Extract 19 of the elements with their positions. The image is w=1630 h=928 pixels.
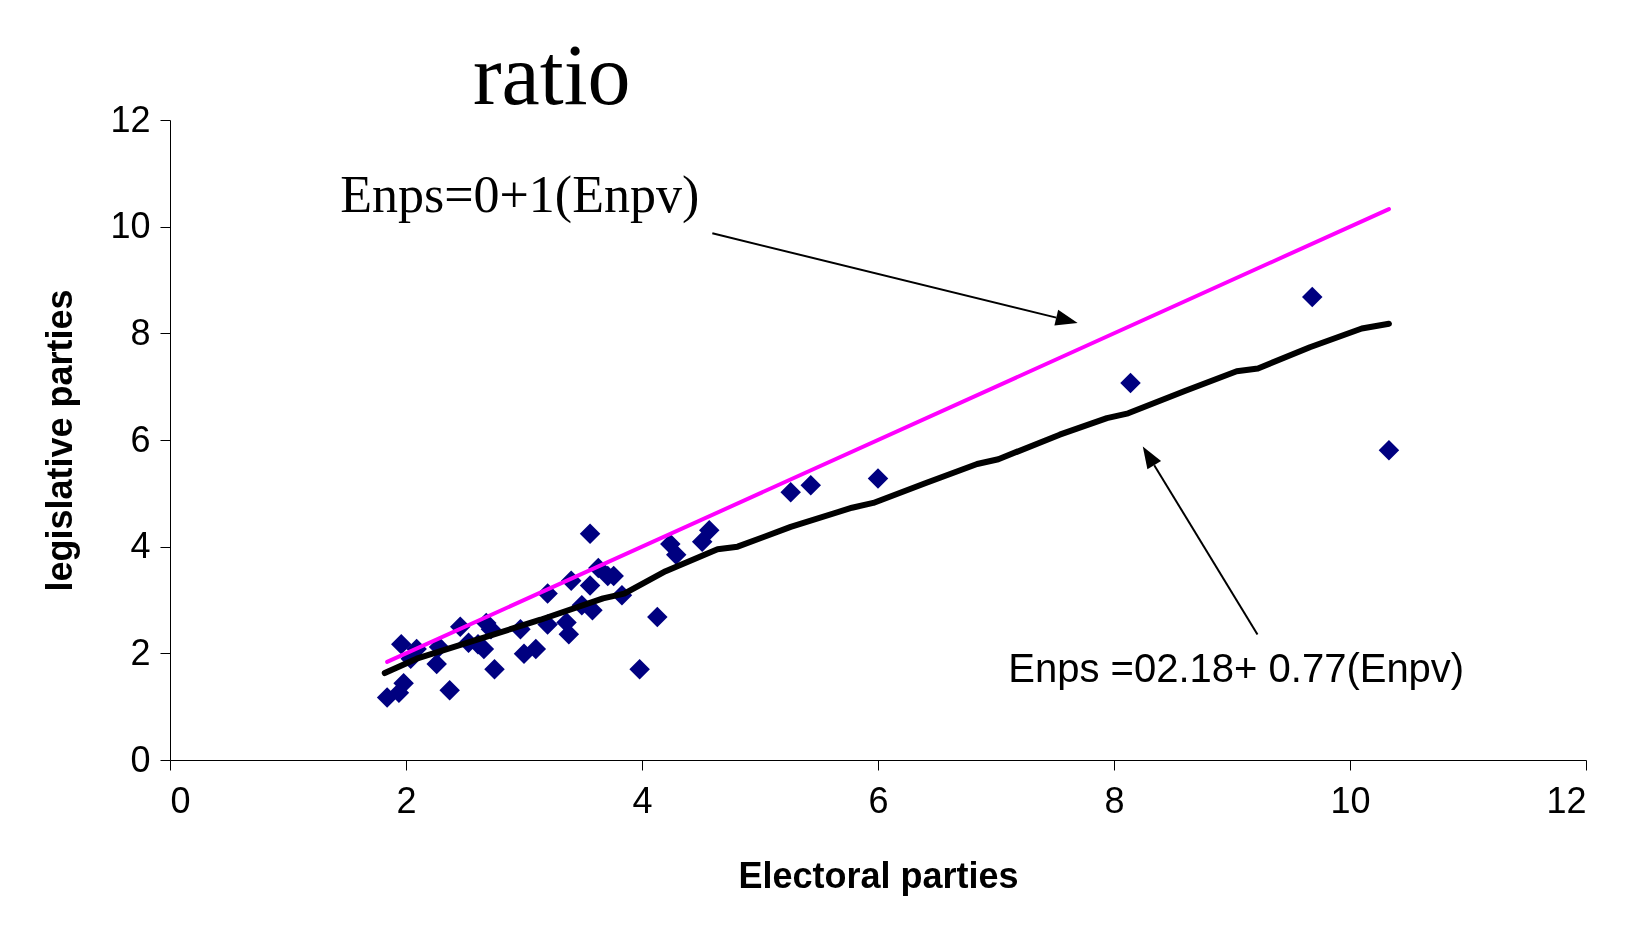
- x-tick-label: 2: [396, 779, 417, 821]
- y-tick-label: 4: [130, 525, 151, 567]
- x-tick-label: 8: [1104, 779, 1125, 821]
- x-tick-label: 4: [632, 779, 653, 821]
- x-tick-label: 10: [1330, 779, 1371, 821]
- x-tick-label: 0: [170, 779, 191, 821]
- y-tick-label: 2: [130, 631, 151, 673]
- x-axis-title: Electoral parties: [738, 854, 1019, 896]
- y-tick-label: 8: [130, 311, 151, 353]
- x-tick-label: 6: [868, 779, 889, 821]
- chart-title: ratio: [472, 27, 631, 123]
- y-axis-title: legislative parties: [39, 289, 81, 592]
- x-tick-label: 12: [1546, 779, 1587, 821]
- y-tick-label: 12: [110, 98, 151, 140]
- y-tick-label: 10: [110, 205, 151, 247]
- annotation: Enps =02.18+ 0.77(Enpv): [1008, 646, 1465, 691]
- y-tick-label: 0: [130, 738, 151, 780]
- annotation: Enps=0+1(Enpv): [340, 166, 700, 225]
- y-tick-label: 6: [130, 418, 151, 460]
